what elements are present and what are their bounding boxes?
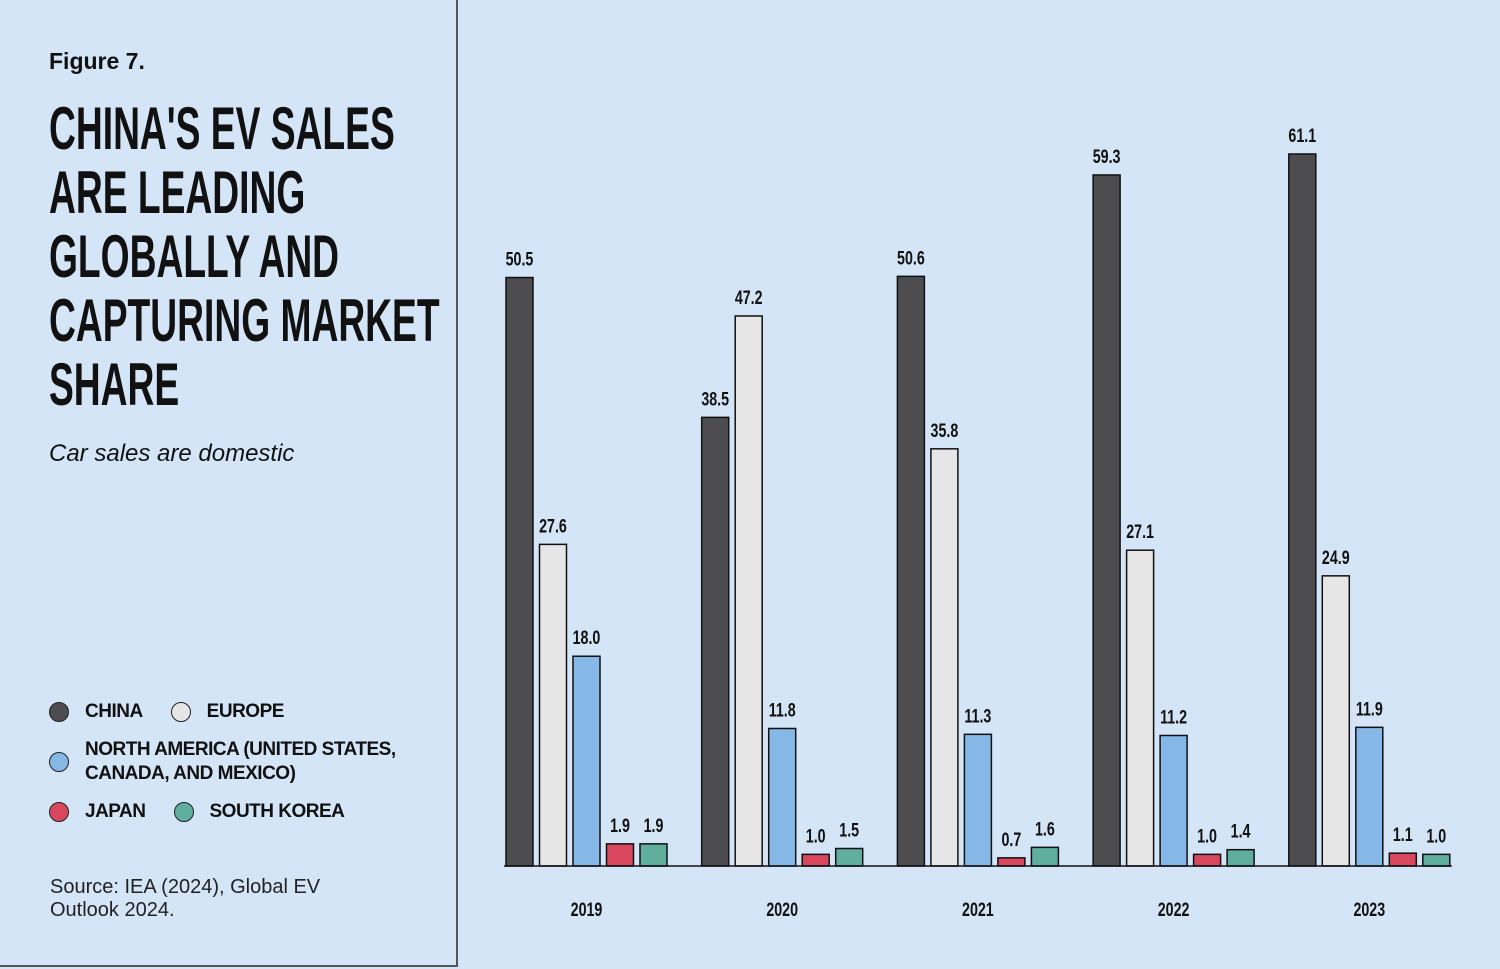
value-label: 27.1 <box>1126 521 1154 542</box>
value-label: 18.0 <box>573 627 601 648</box>
bar <box>930 448 959 867</box>
value-label: 11.2 <box>1160 707 1187 728</box>
bar <box>997 857 1026 867</box>
bar <box>1288 153 1317 867</box>
legend-swatch <box>173 802 194 822</box>
value-label: 47.2 <box>735 287 763 308</box>
value-label: 35.8 <box>931 420 959 441</box>
bar <box>1422 853 1451 867</box>
bar <box>963 733 993 867</box>
bar <box>734 315 763 867</box>
legend-label: JAPAN <box>85 801 146 822</box>
bar <box>767 727 797 867</box>
legend-swatch <box>49 802 69 822</box>
value-label: 1.0 <box>1426 825 1446 846</box>
legend-item: NORTH AMERICA (UNITED STATES, CANADA, AN… <box>49 738 409 786</box>
value-label: 24.9 <box>1322 547 1350 568</box>
figure-label: Figure 7. <box>49 48 145 74</box>
bar <box>538 543 568 867</box>
bar <box>1192 853 1222 867</box>
bar <box>1388 852 1418 867</box>
x-tick-label: 2022 <box>1158 899 1190 920</box>
bar <box>896 275 926 867</box>
value-label: 1.9 <box>610 815 630 836</box>
bar <box>605 843 635 867</box>
value-label: 38.5 <box>701 388 729 409</box>
legend-label: NORTH AMERICA (UNITED STATES, CANADA, AN… <box>85 739 396 784</box>
legend-item: CHINA <box>49 700 143 724</box>
value-label: 11.9 <box>1356 698 1383 719</box>
legend-swatch <box>49 752 69 772</box>
side-panel: Figure 7. CHINA'S EV SALES ARE LEADING G… <box>0 0 458 967</box>
value-label: 1.4 <box>1231 821 1251 842</box>
bar <box>700 416 730 867</box>
source: Source: IEA (2024), Global EV Outlook 20… <box>50 876 321 921</box>
value-label: 61.1 <box>1288 125 1316 146</box>
bar <box>1092 174 1121 867</box>
value-label: 11.3 <box>964 705 991 726</box>
bar <box>572 655 601 867</box>
legend-label: SOUTH KOREA <box>209 801 345 822</box>
value-label: 1.6 <box>1035 818 1055 839</box>
legend-item: JAPAN <box>49 800 146 824</box>
legend-label: CHINA <box>85 701 143 722</box>
legend-item: SOUTH KOREA <box>173 800 345 824</box>
bar <box>1030 846 1060 867</box>
legend-swatch <box>170 702 191 722</box>
bar <box>834 847 864 867</box>
bar <box>1226 848 1255 867</box>
value-label: 27.6 <box>539 515 567 536</box>
legend-swatch <box>49 702 69 722</box>
value-label: 0.7 <box>1001 829 1021 850</box>
bar <box>1125 549 1155 867</box>
value-label: 1.1 <box>1393 824 1413 845</box>
bar <box>801 853 830 867</box>
bar <box>505 276 534 867</box>
legend-label: EUROPE <box>206 701 285 722</box>
x-tick-label: 2019 <box>571 899 603 920</box>
x-tick-label: 2020 <box>766 899 798 920</box>
value-label: 1.5 <box>839 820 859 841</box>
subtitle: Car sales are domestic <box>49 440 295 467</box>
value-label: 1.0 <box>1197 825 1217 846</box>
value-label: 50.5 <box>506 249 534 270</box>
x-tick-label: 2021 <box>962 899 994 920</box>
bar <box>1321 575 1351 867</box>
bar <box>1159 734 1188 867</box>
bar <box>1355 726 1384 867</box>
value-label: 59.3 <box>1093 146 1121 167</box>
legend-item: EUROPE <box>170 700 285 724</box>
value-label: 11.8 <box>769 700 796 721</box>
legend: CHINA EUROPE NORTH AMERICA (UNITED STATES,… <box>49 700 409 824</box>
value-label: 1.0 <box>806 825 826 846</box>
x-tick-label: 2023 <box>1353 899 1385 920</box>
chart-title: CHINA'S EV SALES ARE LEADING GLOBALLY AN… <box>49 95 440 418</box>
bar <box>639 843 668 867</box>
value-label: 50.6 <box>897 247 925 268</box>
value-label: 1.9 <box>644 815 664 836</box>
